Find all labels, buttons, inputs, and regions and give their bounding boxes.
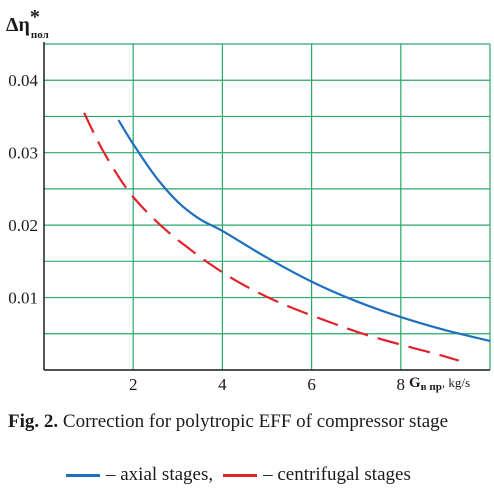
figure-number: Fig. 2. xyxy=(8,411,59,432)
x-axis-label: Gв пр, kg/s xyxy=(409,375,470,393)
legend-axial-label: – axial stages, xyxy=(106,464,214,485)
legend-centrifugal-label: – centrifugal stages xyxy=(263,464,411,485)
axial-stages-line xyxy=(117,119,491,343)
x-tick-label: 8 xyxy=(397,375,406,394)
x-tick-label: 2 xyxy=(129,375,138,394)
legend: – axial stages, – centrifugal stages xyxy=(66,464,411,486)
grid xyxy=(43,43,491,370)
axes xyxy=(43,42,490,371)
x-axis-label-unit: , kg/s xyxy=(442,375,470,390)
series-lines xyxy=(83,112,491,362)
y-tick-label: 0.02 xyxy=(8,216,38,235)
y-axis-label-sub: пол xyxy=(31,29,49,41)
x-tick-label: 4 xyxy=(218,375,227,394)
x-axis-label-main: G xyxy=(409,375,421,391)
legend-centrifugal-swatch xyxy=(223,473,258,477)
x-tick-labels: 2 4 6 8 xyxy=(129,375,405,394)
x-axis-label-sub: в пр xyxy=(421,381,442,393)
x-tick-label: 6 xyxy=(307,375,316,394)
y-tick-label: 0.03 xyxy=(8,144,38,163)
y-axis-label-sup: * xyxy=(30,6,40,28)
y-axis-label: Δη* пол xyxy=(6,6,49,41)
chart: 0.01 0.02 0.03 0.04 2 4 6 8 Δη* пол Gв пр, kg/s xyxy=(6,6,491,394)
figure-caption-text: Correction for polytropic EFF of compres… xyxy=(58,411,449,432)
y-tick-label: 0.01 xyxy=(8,289,38,308)
centrifugal-stages-line xyxy=(83,112,460,362)
legend-axial-swatch xyxy=(66,473,100,477)
y-tick-label: 0.04 xyxy=(8,71,38,90)
y-tick-labels: 0.01 0.02 0.03 0.04 xyxy=(8,71,38,307)
y-axis-label-main: Δη xyxy=(6,14,30,36)
figure-caption: Fig. 2. Correction for polytropic EFF of… xyxy=(8,411,488,433)
